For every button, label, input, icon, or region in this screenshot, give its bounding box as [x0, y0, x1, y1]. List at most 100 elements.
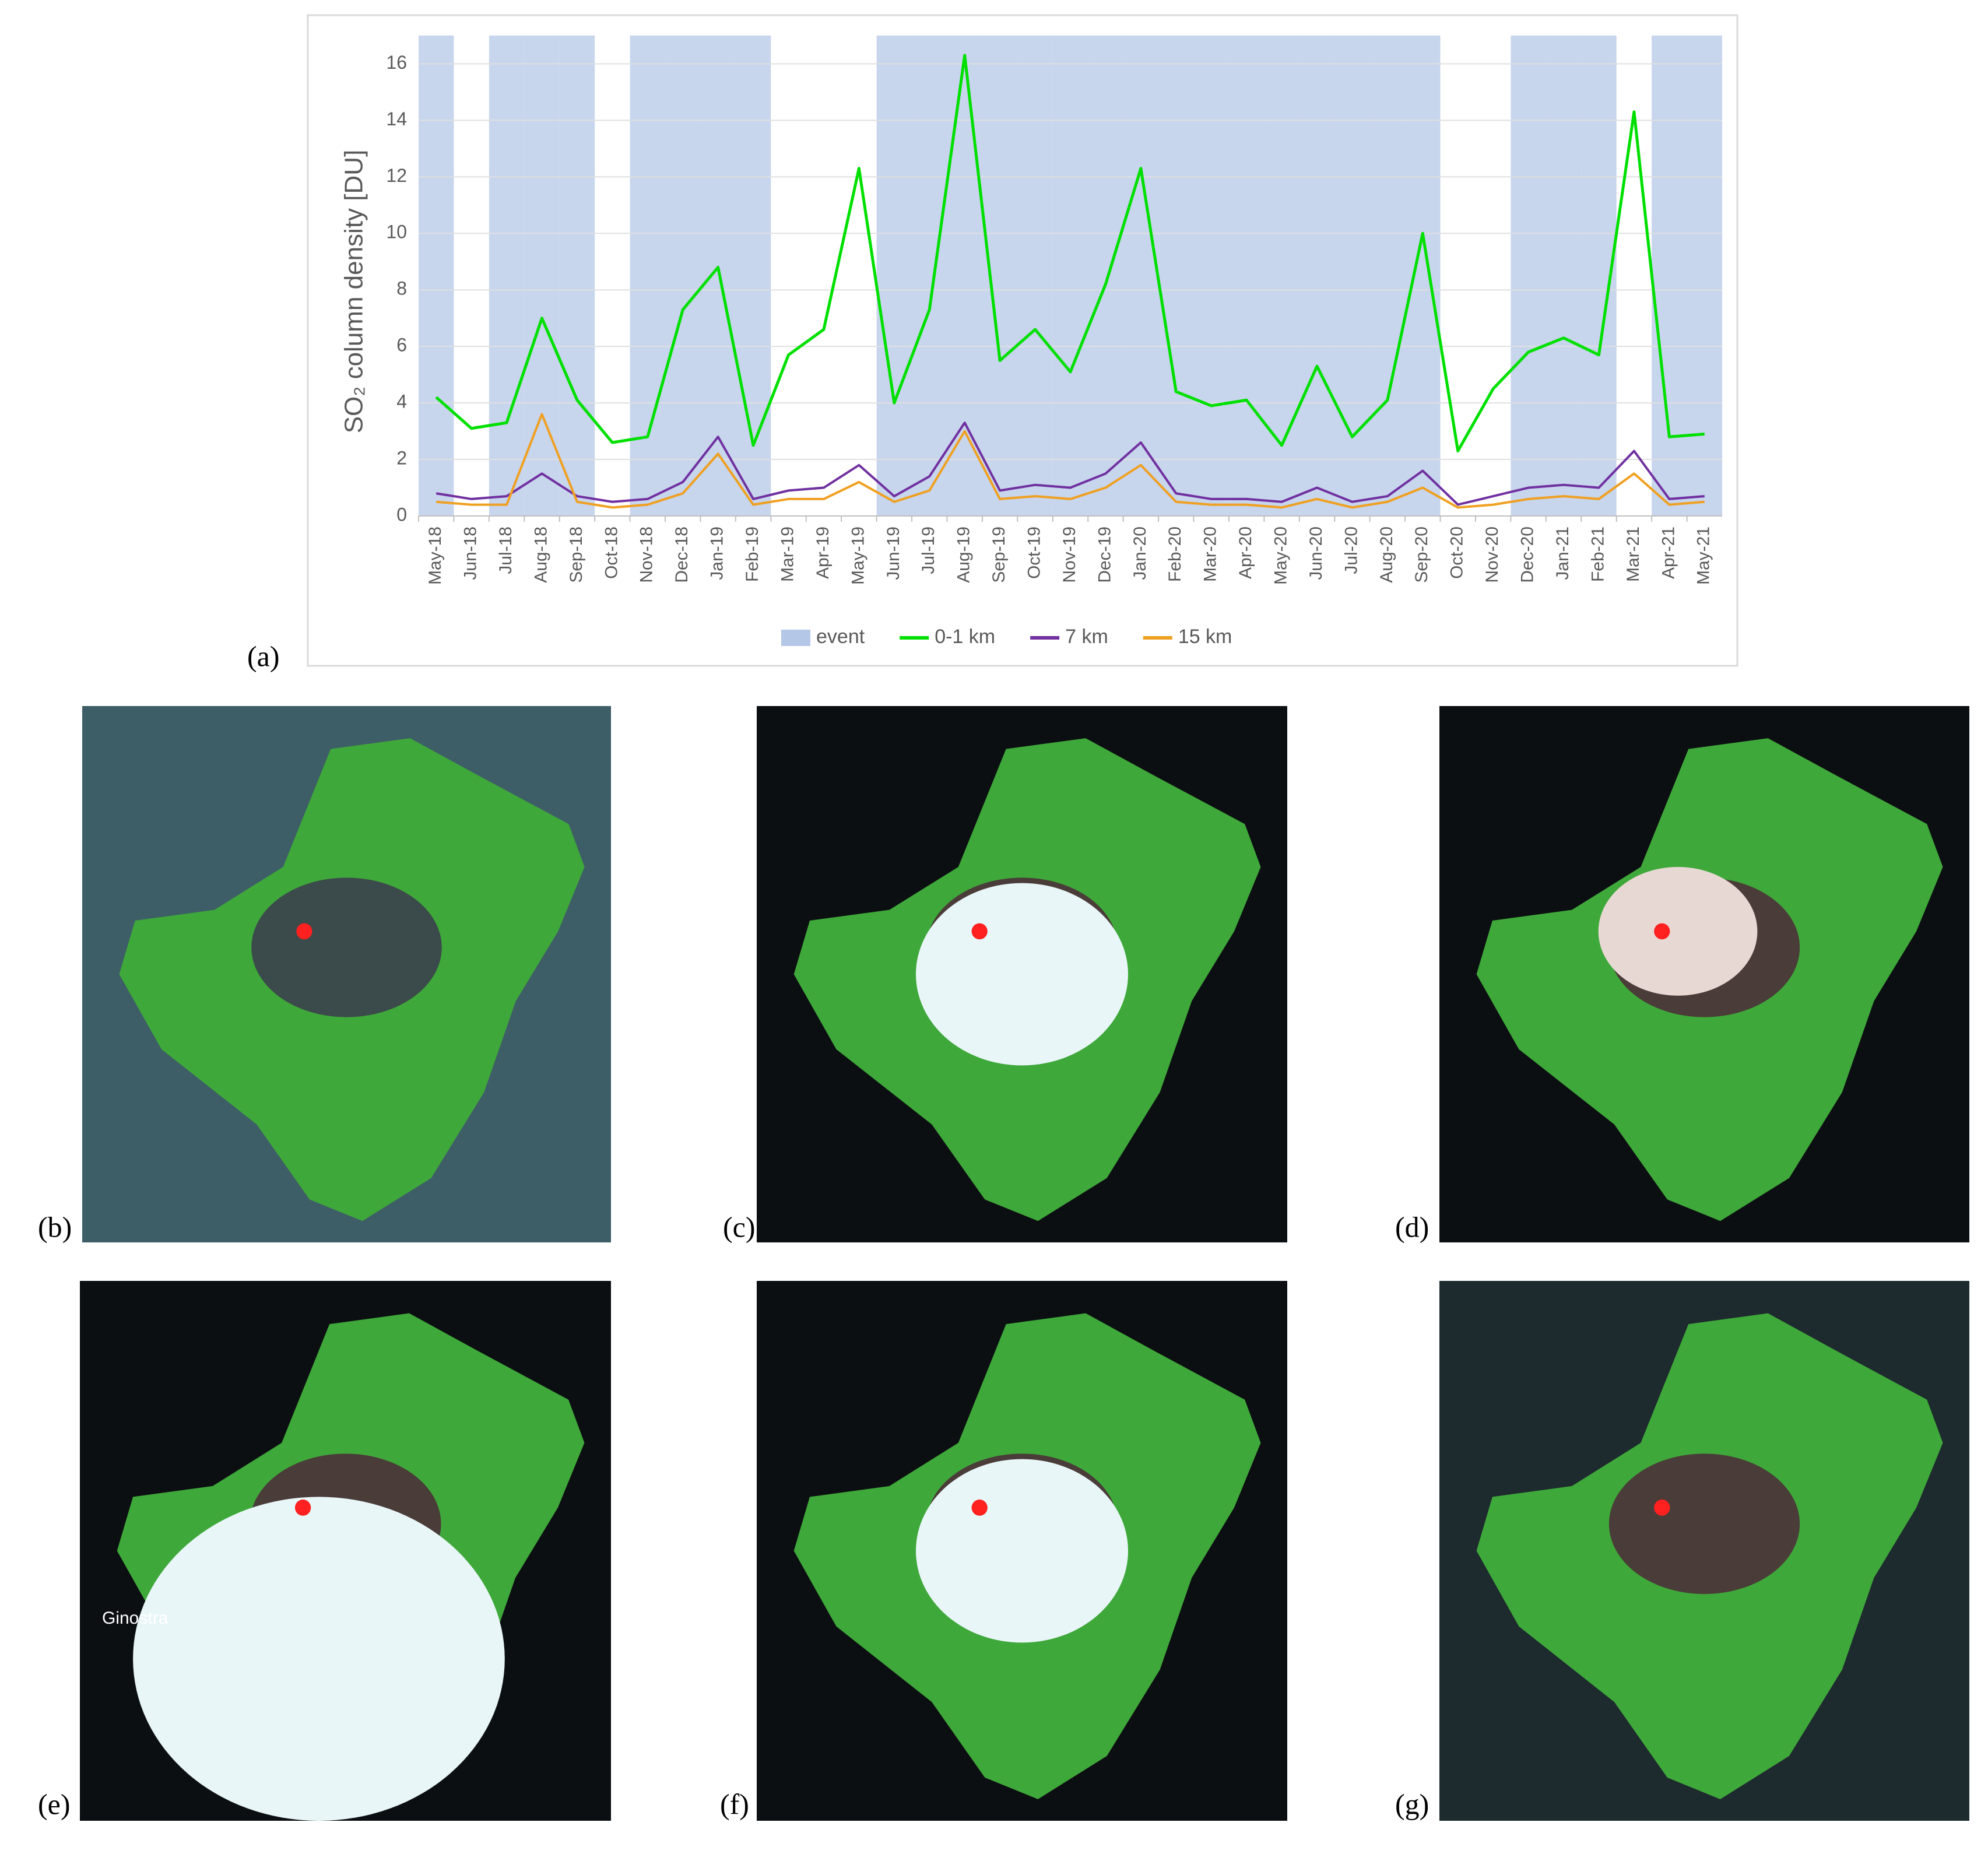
- x-tick-label: Sep-18: [567, 526, 586, 583]
- event-band: [876, 36, 912, 516]
- x-tick-label: Feb-21: [1588, 526, 1607, 582]
- image-panels: Ginostra: [80, 706, 1969, 1821]
- x-tick-label: Aug-19: [954, 526, 974, 583]
- x-tick-label: Feb-20: [1165, 526, 1185, 582]
- event-band: [524, 36, 560, 516]
- event-band: [1687, 36, 1722, 516]
- x-tick-label: Jan-19: [708, 526, 727, 580]
- vent: [971, 923, 988, 940]
- x-tick-label: Jul-19: [919, 526, 938, 574]
- y-tick-label: 12: [386, 165, 407, 186]
- event-band: [419, 36, 454, 516]
- x-tick-label: Apr-19: [813, 526, 833, 579]
- vent: [1654, 1500, 1670, 1516]
- x-tick-label: Aug-18: [531, 526, 550, 583]
- y-axis-title: SO₂ column density [DU]: [340, 150, 368, 434]
- x-tick-label: Aug-20: [1377, 526, 1396, 583]
- satellite-image: [1439, 706, 1969, 1242]
- event-band: [630, 36, 666, 516]
- panel-label: (c): [723, 1210, 756, 1243]
- legend-label: 15 km: [1178, 626, 1232, 648]
- x-tick-label: Mar-19: [778, 526, 797, 582]
- event-band: [1228, 36, 1265, 516]
- event-band: [1264, 36, 1299, 516]
- x-tick-label: Jul-20: [1341, 526, 1361, 574]
- series-line: [435, 422, 1705, 506]
- x-tick-label: Oct-18: [602, 526, 621, 579]
- event-band: [1334, 36, 1370, 516]
- y-tick-label: 16: [386, 52, 407, 73]
- vent: [971, 1500, 988, 1516]
- annotation: Ginostra: [102, 1609, 168, 1628]
- panel-label: (b): [38, 1210, 72, 1243]
- satellite-image: [82, 706, 611, 1242]
- event-band: [1511, 36, 1546, 516]
- x-tick-label: Oct-20: [1448, 526, 1467, 579]
- event-band: [1652, 36, 1687, 516]
- panel-label: (g): [1395, 1788, 1429, 1820]
- x-tick-label: Jul-18: [496, 526, 515, 574]
- x-tick-label: Apr-21: [1659, 526, 1678, 579]
- crater: [1608, 1453, 1800, 1595]
- vent: [1654, 923, 1670, 940]
- event-band: [665, 36, 701, 516]
- y-tick-label: 0: [396, 504, 407, 525]
- event-band: [489, 36, 525, 516]
- y-tick-label: 14: [386, 108, 407, 129]
- event-band: [912, 36, 947, 516]
- x-tick-label: Feb-19: [743, 526, 762, 582]
- x-tick-label: Jan-21: [1553, 526, 1572, 580]
- event-band: [1299, 36, 1335, 516]
- vent: [294, 1500, 311, 1516]
- x-tick-label: Sep-20: [1412, 526, 1431, 583]
- cloud: [916, 1459, 1128, 1643]
- panel-label: (f): [720, 1788, 749, 1820]
- event-band: [1369, 36, 1406, 516]
- x-tick-label: Mar-20: [1201, 526, 1220, 582]
- y-tick-label: 6: [396, 335, 407, 356]
- event-band: [735, 36, 771, 516]
- cloud: [916, 883, 1128, 1066]
- event-band: [1052, 36, 1088, 516]
- x-tick-label: Jan-20: [1130, 526, 1150, 580]
- y-tick-label: 8: [396, 278, 407, 299]
- event-band: [1123, 36, 1159, 516]
- x-tick-label: May-18: [426, 526, 445, 585]
- x-tick-label: May-19: [848, 526, 867, 585]
- cloud: [133, 1497, 505, 1821]
- legend-label: 0-1 km: [935, 626, 995, 648]
- x-tick-label: Dec-18: [672, 526, 691, 583]
- event-band: [1088, 36, 1123, 516]
- legend-swatch: [781, 630, 810, 646]
- satellite-image: [757, 1281, 1287, 1821]
- y-tick-label: 4: [396, 391, 407, 412]
- x-tick-label: Dec-19: [1095, 526, 1114, 583]
- plume: [1598, 867, 1758, 996]
- x-tick-label: May-20: [1272, 526, 1291, 585]
- legend-label: 7 km: [1065, 626, 1108, 648]
- event-band: [1405, 36, 1441, 516]
- series-line: [436, 413, 1705, 509]
- x-tick-label: Apr-20: [1236, 526, 1255, 579]
- vent: [296, 923, 312, 940]
- x-tick-label: Dec-20: [1518, 526, 1537, 583]
- event-band: [982, 36, 1018, 516]
- x-tick-label: Nov-19: [1060, 526, 1079, 583]
- x-tick-label: Nov-20: [1483, 526, 1502, 583]
- x-tick-label: Jun-20: [1306, 526, 1326, 580]
- event-band: [1193, 36, 1229, 516]
- event-band: [1017, 36, 1053, 516]
- event-band: [947, 36, 982, 516]
- x-tick-label: Jun-19: [884, 526, 903, 580]
- panel-label: (e): [38, 1788, 71, 1820]
- x-tick-label: Nov-18: [637, 526, 656, 583]
- satellite-image: [1439, 1281, 1969, 1821]
- satellite-image: [80, 1281, 611, 1821]
- y-tick-label: 10: [386, 222, 407, 243]
- x-tick-label: Mar-21: [1624, 526, 1643, 582]
- panel-label: (a): [247, 640, 280, 672]
- x-tick-label: Jun-18: [461, 526, 480, 580]
- event-band: [1158, 36, 1194, 516]
- event-band: [1546, 36, 1582, 516]
